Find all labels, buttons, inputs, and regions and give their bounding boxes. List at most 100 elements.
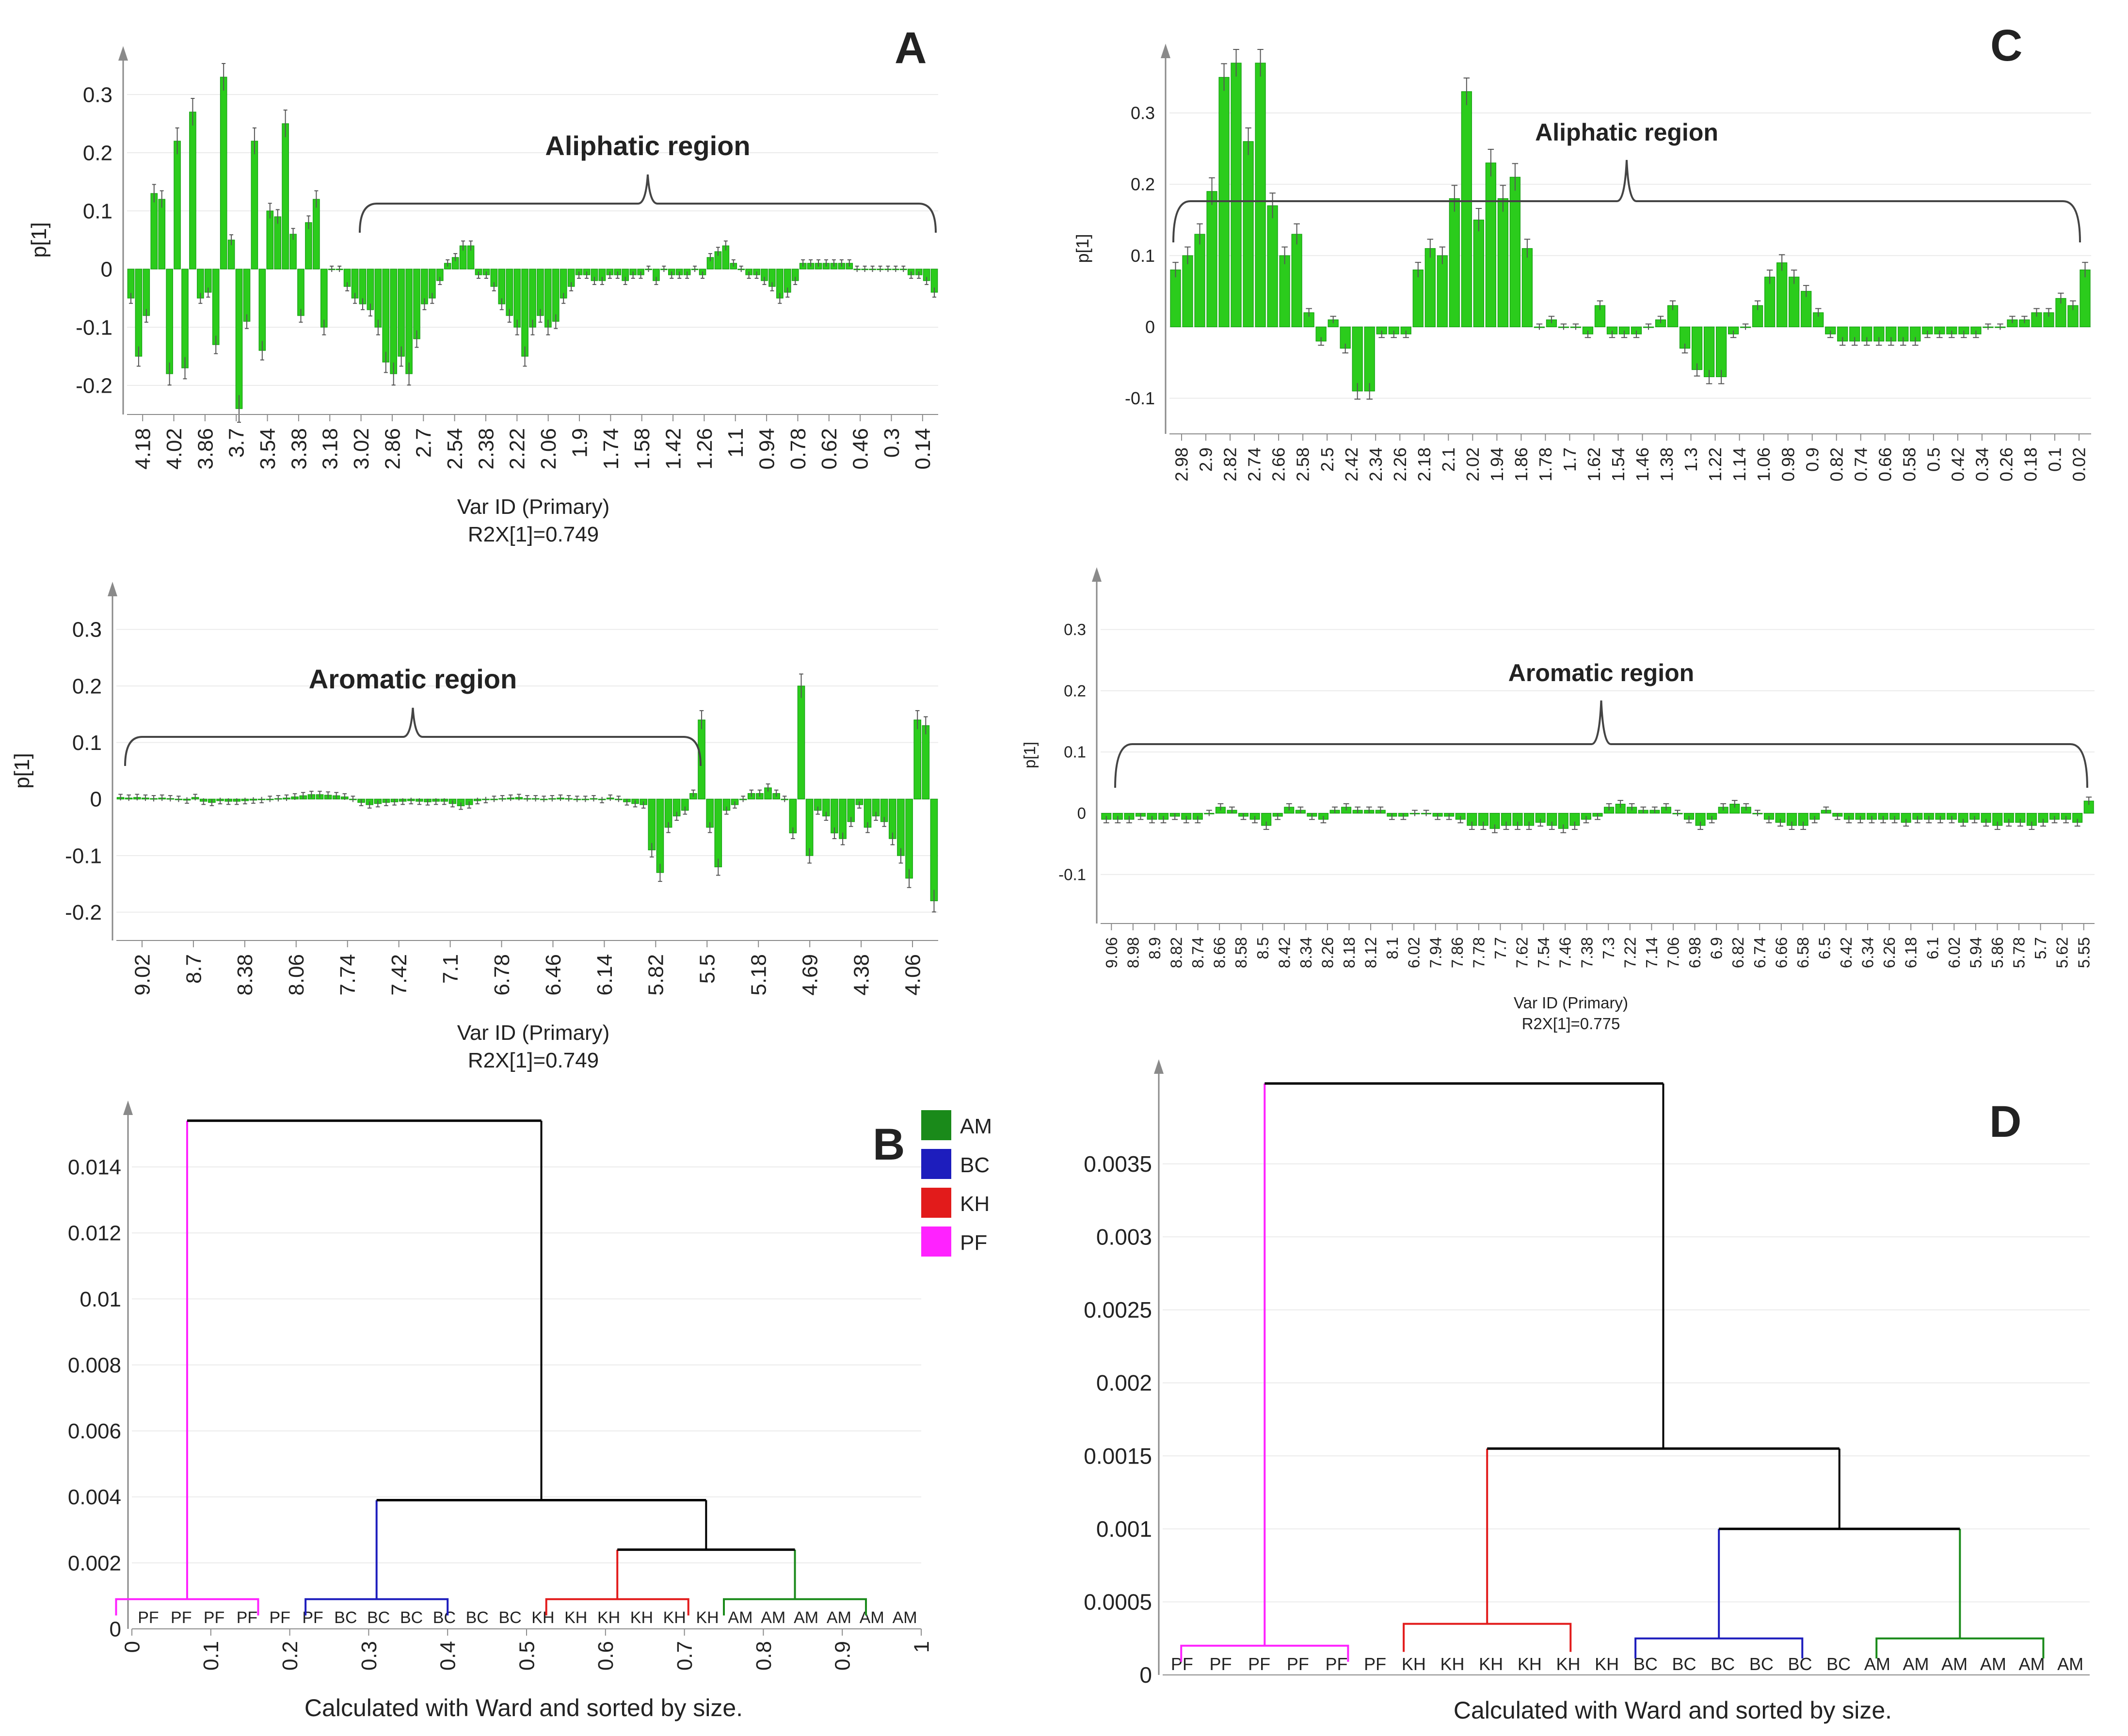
error-bar xyxy=(2086,796,2092,805)
x-tick-label: 8.42 xyxy=(1275,937,1293,968)
loading-bar xyxy=(1497,198,1508,327)
error-bar xyxy=(592,795,596,802)
error-bar xyxy=(550,795,555,802)
error-bar xyxy=(384,351,388,373)
error-bar xyxy=(1669,300,1676,310)
error-bar xyxy=(1342,343,1348,353)
error-bar xyxy=(359,799,364,806)
error-bar xyxy=(685,271,689,279)
error-bar xyxy=(2058,292,2064,304)
error-bar xyxy=(741,796,745,802)
loading-bar xyxy=(1291,234,1302,327)
error-bar xyxy=(425,798,430,806)
error-bar xyxy=(907,869,912,888)
x-tick-label: 2.9 xyxy=(1196,447,1216,472)
y-tick-label: 0 xyxy=(1077,804,1086,822)
region-label: Aromatic region xyxy=(309,664,517,694)
error-bar xyxy=(785,287,790,298)
leaf-label: BC xyxy=(433,1609,456,1627)
error-bar xyxy=(2051,816,2058,824)
loading-bar xyxy=(243,269,251,322)
error-bar xyxy=(1330,316,1336,323)
x-tick-label: 0.4 xyxy=(436,1641,460,1671)
error-bar xyxy=(1571,821,1578,830)
leaf-label: BC xyxy=(1711,1654,1735,1674)
x-tick-label: 8.5 xyxy=(1254,937,1272,959)
error-bar xyxy=(1926,816,1932,824)
error-bar xyxy=(882,817,886,827)
x-tick-label: 4.69 xyxy=(799,954,822,996)
error-bar xyxy=(351,796,355,802)
error-bar xyxy=(2009,316,2016,323)
error-bar xyxy=(409,797,414,805)
error-bar xyxy=(1197,223,1203,245)
loading-bar xyxy=(174,141,181,270)
x-axis-title: Var ID (Primary) xyxy=(457,495,610,519)
error-bar xyxy=(840,832,845,845)
error-bar xyxy=(422,298,427,310)
loading-bar xyxy=(1364,326,1375,392)
x-tick-label: 2.82 xyxy=(1220,447,1240,481)
loading-bar xyxy=(1485,162,1496,327)
error-bar xyxy=(1439,246,1446,264)
error-bar xyxy=(847,259,851,267)
error-bar xyxy=(128,293,133,304)
error-bar xyxy=(1115,816,1121,824)
error-bar xyxy=(1446,813,1452,820)
error-bar xyxy=(1415,262,1422,278)
leaf-label: KH xyxy=(1556,1654,1580,1674)
error-bar xyxy=(1900,337,1906,346)
x-tick-label: 6.02 xyxy=(1405,937,1423,968)
leaf-label: KH xyxy=(1402,1654,1426,1674)
error-bar xyxy=(1839,337,1846,346)
error-bar xyxy=(1389,813,1395,820)
x-tick-label: 0.42 xyxy=(1948,447,1968,481)
error-bar xyxy=(438,277,442,285)
x-axis-title: Var ID (Primary) xyxy=(457,1021,610,1045)
error-bar xyxy=(337,266,342,272)
error-bar xyxy=(1126,816,1132,824)
loading-bar xyxy=(1255,63,1266,327)
error-bar xyxy=(1697,821,1703,830)
loading-bar xyxy=(797,685,805,799)
error-bar xyxy=(1221,63,1227,91)
error-bar xyxy=(782,796,787,802)
leaf-label: PF xyxy=(1325,1654,1347,1674)
x-axis-title: Calculated with Ward and sorted by size. xyxy=(304,1694,743,1721)
region-label: Aromatic region xyxy=(1508,659,1694,686)
x-tick-label: 7.06 xyxy=(1664,937,1682,968)
error-bar xyxy=(793,277,798,285)
error-bar xyxy=(517,794,521,801)
loading-bar xyxy=(537,269,544,316)
y-axis-arrow xyxy=(108,582,117,596)
x-tick-label: 1.78 xyxy=(1536,447,1555,481)
r2x-footnote: R2X[1]=0.749 xyxy=(468,523,599,546)
r2x-footnote: R2X[1]=0.775 xyxy=(1522,1015,1620,1033)
y-tick-label: 0.2 xyxy=(72,674,102,698)
error-bar xyxy=(259,796,264,803)
y-tick-label: 0.004 xyxy=(68,1485,121,1509)
x-tick-label: 2.42 xyxy=(1342,447,1361,481)
error-bar xyxy=(1766,270,1773,284)
x-tick-label: 2.58 xyxy=(1293,447,1313,481)
x-tick-label: 1.42 xyxy=(661,428,685,470)
y-tick-label: 0.0005 xyxy=(1084,1589,1152,1614)
y-axis-arrow xyxy=(1161,44,1170,58)
error-bar xyxy=(469,240,473,251)
x-tick-label: 8.06 xyxy=(285,954,308,996)
error-bar xyxy=(1206,810,1212,816)
error-bar xyxy=(1584,330,1591,338)
error-bar xyxy=(1766,816,1772,824)
x-tick-label: 2.1 xyxy=(1439,447,1458,472)
x-tick-label: 9.02 xyxy=(130,954,154,996)
error-bar xyxy=(433,798,438,805)
error-bar xyxy=(292,793,297,800)
leaf-label: KH xyxy=(597,1609,620,1627)
error-bar xyxy=(1503,821,1509,830)
loading-bar xyxy=(913,719,921,799)
legend-swatch-bc xyxy=(921,1149,951,1179)
loading-bar xyxy=(1509,176,1520,327)
loading-bar xyxy=(521,269,528,357)
error-bar xyxy=(334,792,338,799)
leaf-label: AM xyxy=(1941,1654,1968,1674)
